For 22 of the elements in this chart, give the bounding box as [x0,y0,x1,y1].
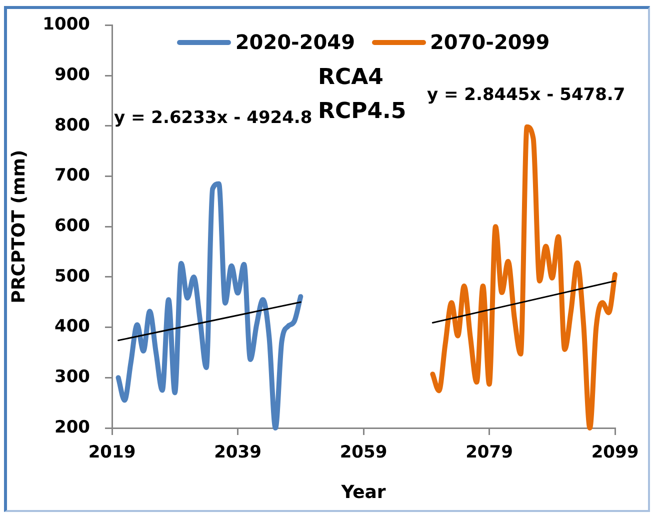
legend-label: 2020-2049 [235,30,355,54]
x-axis-title: Year [340,482,386,503]
annotation: RCA4 [318,65,384,90]
annotation: RCP4.5 [318,99,406,124]
legend-label: 2070-2099 [430,30,550,54]
x-tick-label: 2059 [340,442,388,463]
y-tick-label: 900 [54,64,90,85]
annotation: y = 2.6233x - 4924.8 [114,108,312,128]
y-tick-label: 400 [54,316,90,337]
y-tick-label: 300 [54,367,90,388]
x-tick-label: 2079 [466,442,513,463]
y-tick-label: 700 [54,166,90,186]
y-tick-label: 800 [54,115,90,136]
y-tick-label: 600 [54,216,90,236]
x-tick-label: 2039 [214,442,262,463]
y-tick-label: 1000 [42,14,90,35]
annotation: y = 2.8445x - 5478.7 [427,84,626,105]
y-tick-label: 500 [54,266,90,286]
y-tick-label: 200 [54,417,90,438]
y-axis-title: PRCPTOT (mm) [8,150,30,304]
x-tick-label: 2099 [591,442,639,463]
x-tick-label: 2019 [88,442,136,463]
